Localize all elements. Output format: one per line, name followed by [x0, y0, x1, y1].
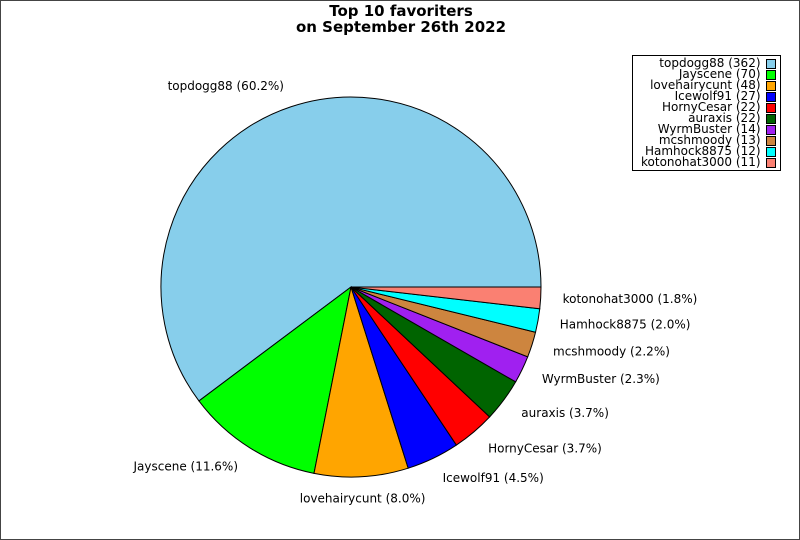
slice-label-icewolf91: Icewolf91 (4.5%) — [443, 471, 544, 485]
slice-label-lovehairycunt: lovehairycunt (8.0%) — [300, 492, 426, 506]
legend-swatch — [765, 113, 776, 124]
legend-label: WyrmBuster (14) — [657, 122, 761, 136]
chart-title: Top 10 favoriters on September 26th 2022 — [1, 2, 799, 36]
pie-slice-kotonohat3000 — [350, 286, 542, 310]
legend-label: Jayscene (70) — [678, 67, 761, 81]
legend-entry-mcshmoody: mcshmoody (13) — [641, 133, 776, 147]
pie-slice-lovehairycunt — [313, 286, 409, 478]
slice-label-mcshmoody: mcshmoody (2.2%) — [553, 344, 670, 358]
legend-entry-lovehairycunt: lovehairycunt (48) — [641, 78, 776, 92]
legend-entry-hamhock8875: Hamhock8875 (12) — [641, 144, 776, 158]
slice-label-hamhock8875: Hamhock8875 (2.0%) — [560, 318, 691, 332]
legend-label: Hamhock8875 (12) — [644, 144, 761, 158]
legend-swatch — [765, 69, 776, 80]
legend-label: auraxis (22) — [688, 111, 761, 125]
legend-entry-kotonohat3000: kotonohat3000 (11) — [641, 155, 776, 169]
legend-swatch — [765, 102, 776, 113]
legend-swatch — [765, 124, 776, 135]
slice-label-hornycesar: HornyCesar (3.7%) — [488, 442, 602, 456]
legend-label: topdogg88 (362) — [659, 56, 761, 70]
chart-title-line-2: on September 26th 2022 — [295, 18, 507, 36]
legend-label: HornyCesar (22) — [661, 100, 761, 114]
legend-label: Icewolf91 (27) — [674, 89, 761, 103]
legend-entry-jayscene: Jayscene (70) — [641, 67, 776, 81]
legend-entry-topdogg88: topdogg88 (362) — [641, 56, 776, 70]
legend-swatch — [765, 157, 776, 168]
legend-label: mcshmoody (13) — [658, 133, 761, 147]
slice-label-kotonohat3000: kotonohat3000 (1.8%) — [563, 292, 698, 306]
chart-title-line-1: Top 10 favoriters — [329, 2, 473, 20]
slice-label-topdogg88: topdogg88 (60.2%) — [168, 79, 284, 93]
legend-label: kotonohat3000 (11) — [641, 155, 761, 169]
legend-entry-hornycesar: HornyCesar (22) — [641, 100, 776, 114]
legend-swatch — [765, 146, 776, 157]
legend-swatch — [765, 58, 776, 69]
pie-slice-jayscene — [198, 285, 352, 474]
legend-swatch — [765, 80, 776, 91]
slice-label-jayscene: Jayscene (11.6%) — [132, 459, 238, 473]
legend: topdogg88 (362) Jayscene (70) lovehairycun… — [632, 55, 781, 171]
legend-entry-auraxis: auraxis (22) — [641, 111, 776, 125]
legend-swatch — [765, 135, 776, 146]
slice-label-auraxis: auraxis (3.7%) — [521, 406, 609, 420]
legend-entry-icewolf91: Icewolf91 (27) — [641, 89, 776, 103]
legend-swatch — [765, 91, 776, 102]
legend-label: lovehairycunt (48) — [650, 78, 761, 92]
slice-label-wyrmbuster: WyrmBuster (2.3%) — [542, 372, 660, 386]
legend-entry-wyrmbuster: WyrmBuster (14) — [641, 122, 776, 136]
pie-slice-topdogg88 — [160, 96, 542, 402]
